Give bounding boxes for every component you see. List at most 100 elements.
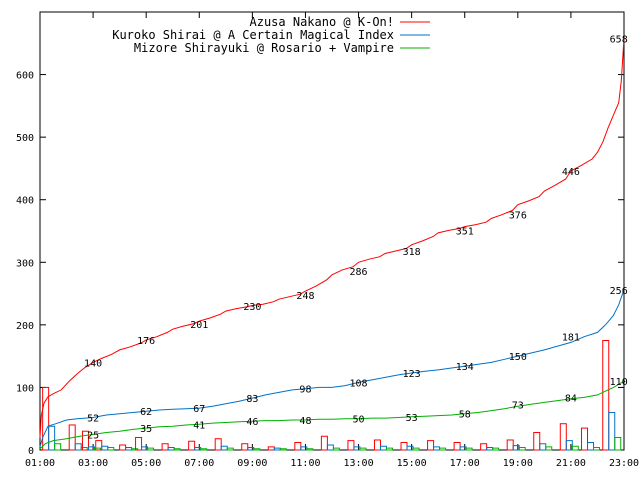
data-label: 201	[190, 320, 208, 331]
x-tick-label: 23:00	[609, 458, 639, 469]
data-label: 84	[565, 393, 577, 404]
bar-green	[412, 447, 420, 451]
data-label: 256	[610, 286, 628, 297]
x-tick-label: 09:00	[237, 458, 267, 469]
data-label: 67	[193, 404, 205, 415]
data-label: 52	[87, 413, 99, 424]
x-tick-label: 07:00	[184, 458, 214, 469]
y-tick-label: 100	[16, 383, 34, 394]
y-tick-label: 300	[16, 258, 34, 269]
bar-green	[614, 436, 622, 451]
bar-green	[465, 447, 473, 451]
data-label: 123	[403, 369, 421, 380]
series-lines	[39, 38, 625, 450]
bar-green	[359, 447, 367, 451]
bar-blue	[608, 411, 616, 451]
bar-blue	[379, 445, 387, 451]
bar-green	[306, 448, 314, 451]
bar-green	[107, 446, 115, 451]
x-tick-label: 03:00	[78, 458, 108, 469]
x-tick-label: 21:00	[556, 458, 586, 469]
bar-green	[593, 446, 601, 451]
data-label: 53	[406, 413, 418, 424]
bar-green	[492, 447, 500, 451]
bar-red	[95, 440, 103, 451]
bar-green	[253, 448, 261, 451]
bar-green	[518, 446, 526, 451]
data-label: 176	[137, 336, 155, 347]
bar-red	[119, 444, 127, 451]
plot-frame	[39, 11, 625, 451]
bar-red	[480, 443, 488, 451]
bar-green	[545, 446, 553, 451]
data-label: 134	[456, 362, 474, 373]
y-tick-label: 0	[28, 446, 34, 457]
bar-red	[400, 441, 408, 451]
x-tick-label: 01:00	[25, 458, 55, 469]
bar-blue	[326, 444, 334, 451]
bar-red	[427, 440, 435, 451]
bar-blue	[587, 441, 595, 451]
bar-green	[385, 447, 393, 451]
bar-red	[294, 441, 302, 451]
hourly-bars	[42, 340, 622, 451]
data-label: 41	[193, 420, 205, 431]
data-label: 658	[610, 34, 628, 45]
bar-blue	[486, 446, 494, 451]
bar-red	[267, 446, 275, 451]
bar-red	[347, 440, 355, 451]
bar-red	[533, 431, 541, 451]
data-label: 286	[350, 267, 368, 278]
x-tick-label: 15:00	[397, 458, 427, 469]
bar-red	[161, 443, 169, 451]
data-label: 35	[140, 424, 152, 435]
bar-blue	[48, 425, 56, 451]
data-label: 83	[246, 394, 258, 405]
data-label: 25	[87, 430, 99, 441]
bar-blue	[273, 447, 281, 451]
bar-green	[54, 443, 62, 451]
bar-green	[279, 448, 287, 451]
y-axis-ticks: 0 100 200 300 400 500 600	[16, 71, 624, 457]
series-line-2	[39, 380, 625, 450]
x-tick-label: 13:00	[343, 458, 373, 469]
data-label: 248	[296, 291, 314, 302]
data-label: 140	[84, 358, 102, 369]
data-label: 62	[140, 407, 152, 418]
bar-red	[42, 386, 50, 451]
bar-blue	[433, 446, 441, 451]
data-label: 351	[456, 226, 474, 237]
data-label: 73	[512, 400, 524, 411]
legend-label: Kuroko Shirai @ A Certain Magical Index	[112, 28, 394, 42]
x-tick-label: 11:00	[290, 458, 320, 469]
x-axis-ticks: 01:00 03:00 05:00 07:00 09:00 11:00 13:00 15:00…	[25, 12, 639, 469]
data-label: 108	[350, 378, 368, 389]
bar-red	[559, 423, 567, 451]
legend: Azusa Nakano @ K-On!Kuroko Shirai @ A Ce…	[112, 15, 430, 55]
y-tick-label: 200	[16, 321, 34, 332]
bar-red	[214, 438, 222, 451]
bar-red	[81, 430, 89, 451]
data-label: 58	[459, 410, 471, 421]
data-label: 50	[353, 415, 365, 426]
x-tick-label: 05:00	[131, 458, 161, 469]
data-label: 376	[509, 211, 527, 222]
data-label: 46	[246, 417, 258, 428]
bar-red	[241, 443, 249, 451]
bar-red	[506, 439, 514, 451]
data-label: 48	[299, 416, 311, 427]
y-tick-label: 500	[16, 133, 34, 144]
bar-red	[188, 440, 196, 451]
bar-red	[453, 441, 461, 451]
bar-green	[147, 447, 155, 451]
legend-label: Azusa Nakano @ K-On!	[250, 15, 395, 29]
data-label: 318	[403, 247, 421, 258]
bar-red	[581, 427, 589, 451]
data-label: 98	[299, 385, 311, 396]
bar-blue	[539, 443, 547, 451]
series-line-1	[39, 289, 625, 448]
data-label: 446	[562, 167, 580, 178]
series-line-0	[39, 38, 625, 438]
bar-blue	[125, 446, 133, 451]
